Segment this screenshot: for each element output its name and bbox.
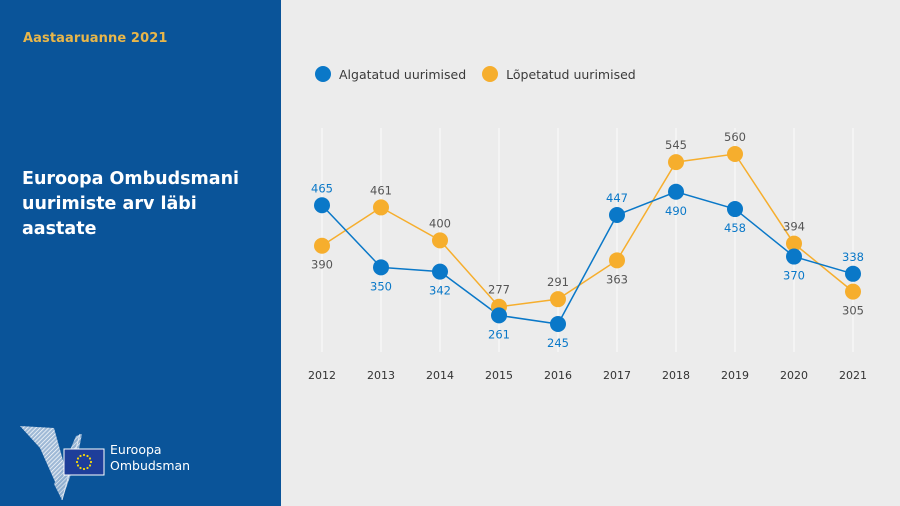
data-point-closed [550, 291, 566, 308]
data-label: 363 [606, 272, 628, 286]
data-label: 350 [370, 279, 392, 293]
data-label: 394 [783, 220, 805, 234]
data-point-initiated [373, 259, 389, 276]
data-label: 291 [547, 275, 569, 289]
data-point-closed [373, 199, 389, 216]
data-label: 461 [370, 183, 392, 197]
data-point-initiated [845, 265, 861, 282]
data-point-closed [727, 146, 743, 162]
data-label: 560 [724, 130, 746, 144]
data-point-initiated [609, 206, 625, 223]
x-tick-label: 2014 [426, 369, 454, 382]
legend-dot-blue-icon [315, 66, 331, 82]
eu-stars-icon [75, 453, 93, 471]
logo-line-1: Euroopa [110, 442, 162, 457]
data-label: 245 [547, 336, 569, 350]
x-tick-label: 2015 [485, 369, 513, 382]
legend-item-initiated: Algatatud uurimised [315, 66, 466, 82]
data-label: 277 [488, 283, 510, 297]
data-point-initiated [550, 316, 566, 332]
data-point-initiated [786, 248, 802, 265]
data-label: 465 [311, 181, 333, 195]
data-label: 338 [842, 250, 864, 264]
data-label: 261 [488, 327, 510, 341]
data-label: 458 [724, 221, 746, 235]
data-point-closed [845, 283, 861, 300]
x-tick-label: 2019 [721, 369, 749, 382]
data-point-initiated [432, 263, 448, 280]
x-tick-label: 2017 [603, 369, 631, 382]
legend-label: Lõpetatud uurimised [506, 66, 636, 82]
series-line-closed [321, 153, 854, 308]
data-label: 545 [665, 138, 687, 152]
data-point-closed [668, 154, 684, 171]
data-point-closed [432, 232, 448, 249]
data-point-closed [609, 252, 625, 269]
data-label: 447 [606, 191, 628, 205]
legend-item-closed: Lõpetatud uurimised [482, 66, 636, 82]
series-line-initiated [321, 190, 854, 325]
data-label: 390 [311, 258, 333, 272]
data-label: 490 [665, 204, 687, 218]
x-tick-label: 2016 [544, 369, 572, 382]
sidebar: Aastaaruanne 2021 Euroopa Ombudsmani uur… [0, 0, 281, 506]
data-point-closed [786, 235, 802, 252]
data-point-initiated [491, 307, 507, 324]
logo-text: Euroopa Ombudsman [110, 442, 190, 474]
data-point-initiated [314, 197, 330, 214]
report-label: Aastaaruanne 2021 [23, 31, 168, 46]
data-label: 342 [429, 284, 451, 298]
x-tick-label: 2020 [780, 369, 808, 382]
data-point-initiated [668, 183, 684, 200]
european-ombudsman-logo-icon [20, 426, 105, 500]
page-title: Euroopa Ombudsmani uurimiste arv läbi aa… [22, 169, 240, 239]
data-label: 400 [429, 216, 451, 230]
data-label: 305 [842, 304, 864, 318]
data-label: 370 [783, 269, 805, 283]
chart-legend: Algatatud uurimised Lõpetatud uurimised [315, 64, 652, 84]
x-tick-label: 2021 [839, 369, 867, 382]
data-point-closed [314, 237, 330, 254]
legend-label: Algatatud uurimised [339, 66, 467, 82]
x-tick-label: 2018 [662, 369, 690, 382]
x-tick-label: 2012 [308, 369, 336, 382]
data-point-initiated [727, 201, 743, 218]
logo-line-2: Ombudsman [110, 458, 191, 473]
line-chart: 2012 2013 2014 2015 2016 2017 2018 2019 2020 2021… [308, 128, 867, 382]
legend-dot-orange-icon [482, 66, 499, 82]
x-tick-label: 2013 [367, 369, 395, 382]
